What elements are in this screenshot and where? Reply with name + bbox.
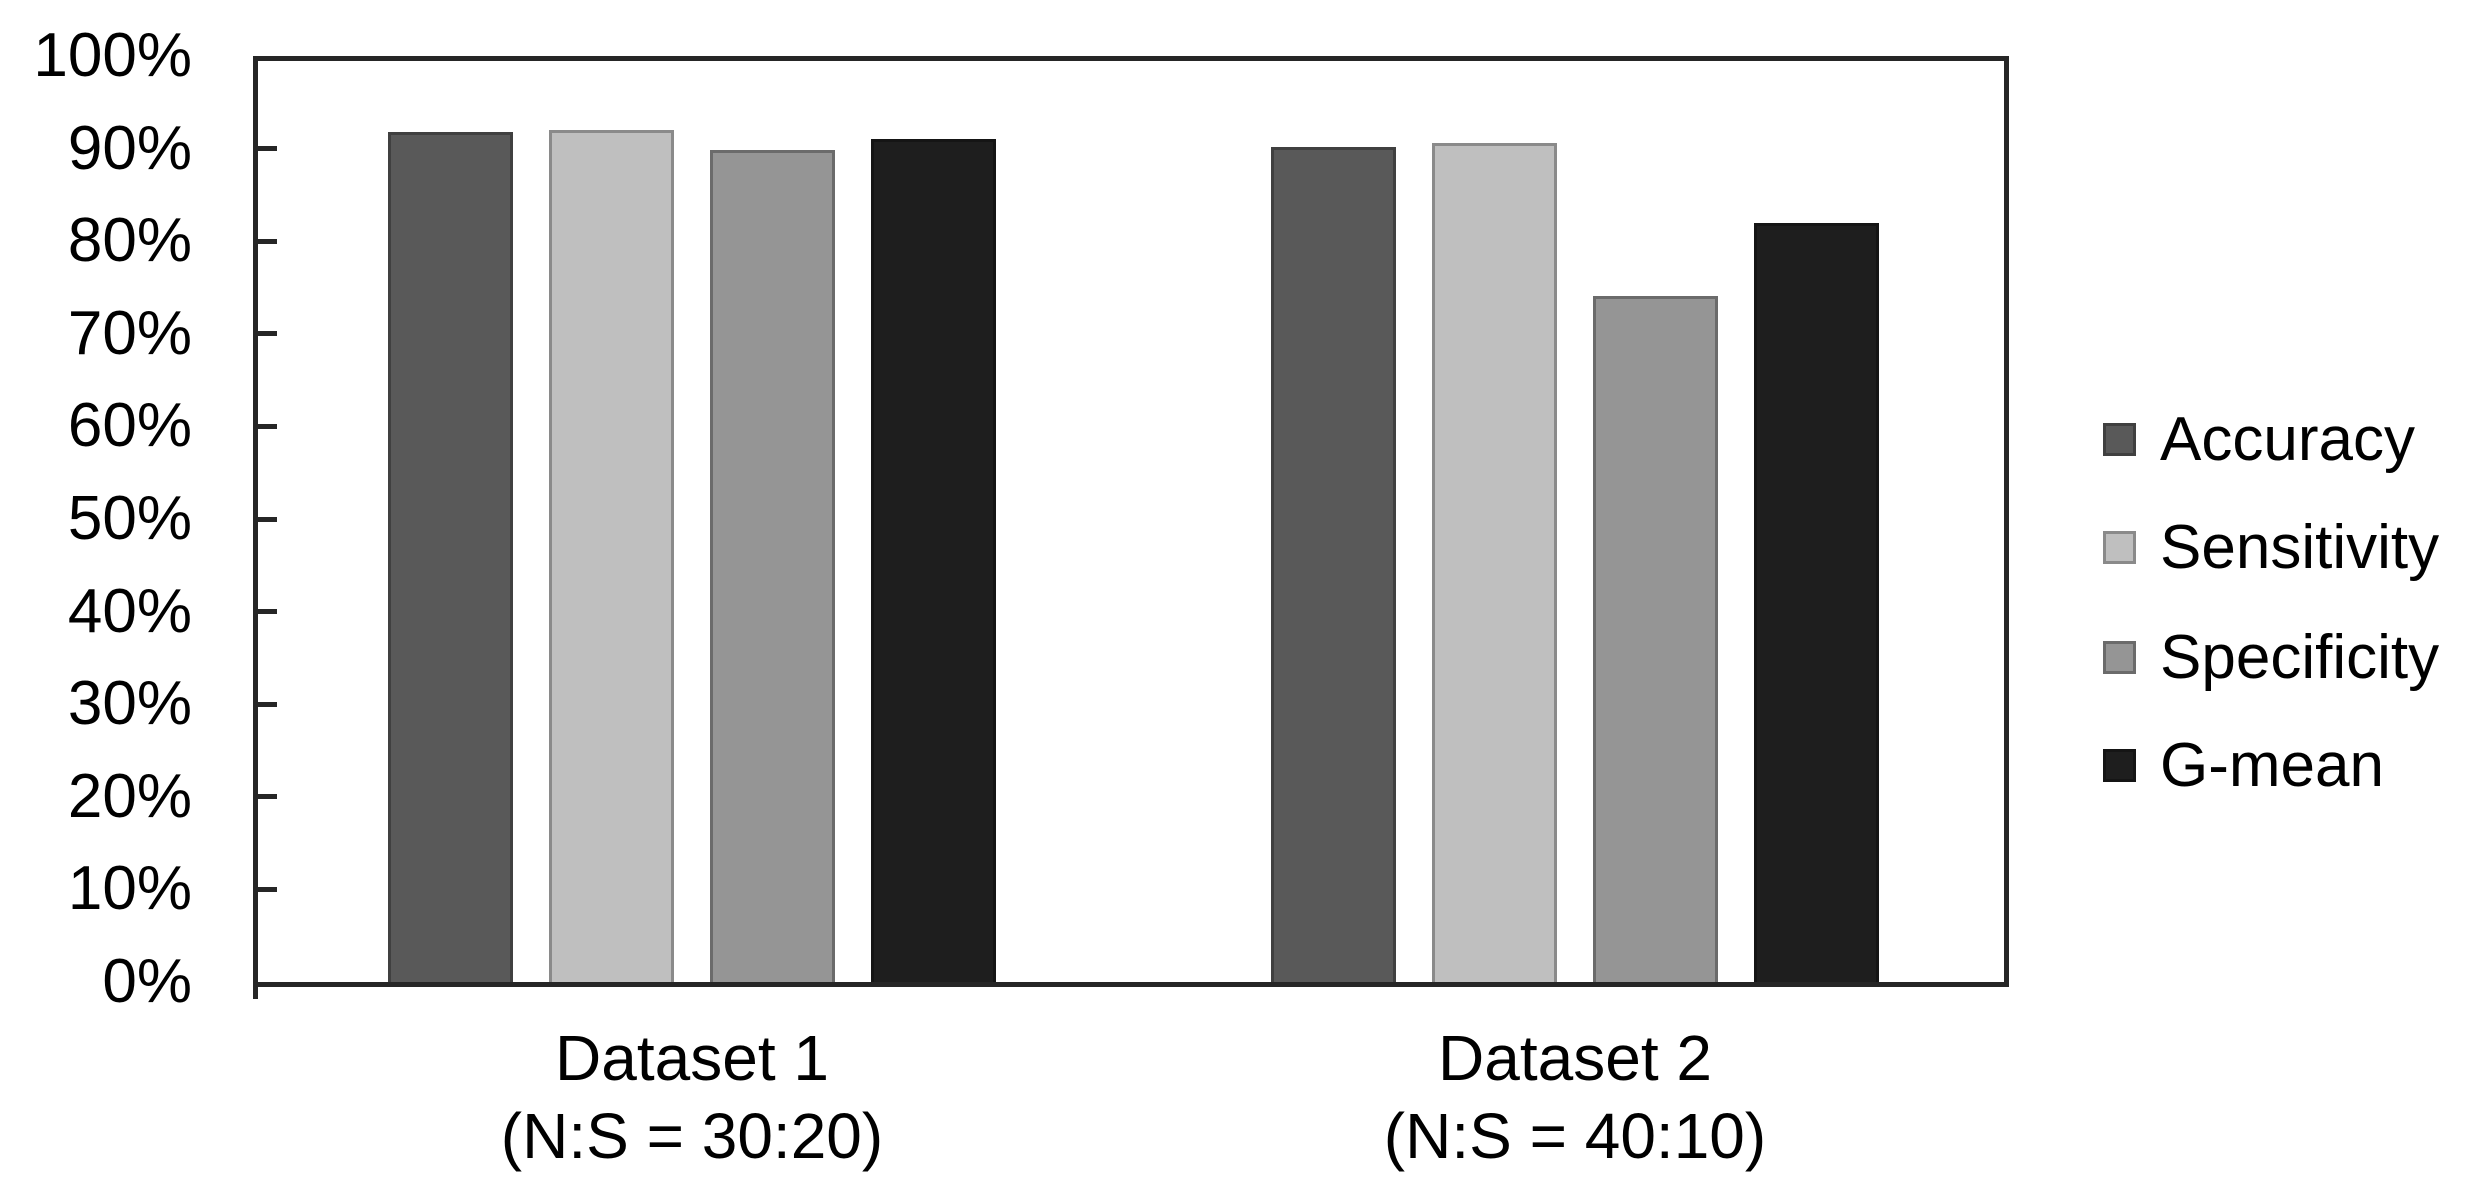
y-axis-tick-label: 10% [67,854,192,924]
bar-specificity-dataset-2 [1593,295,1718,982]
legend-swatch-accuracy [2103,423,2136,456]
category-name: Dataset 2 [1438,1022,1712,1094]
category-ratio: (N:S = 30:20) [500,1100,884,1172]
legend-label-accuracy: Accuracy [2160,405,2415,474]
x-axis-category-label: Dataset 2 (N:S = 40:10) [1225,1019,1925,1175]
bar-accuracy-dataset-2 [1271,146,1396,982]
legend-label-g-mean: G-mean [2160,731,2384,800]
y-axis-tick [253,886,277,892]
y-axis-tick-label: 60% [67,391,192,461]
y-axis-tick [253,146,277,152]
y-axis-tick-label: 80% [67,206,192,276]
y-axis-tick-label: 30% [67,669,192,739]
y-axis-tick-label: 20% [67,761,192,831]
y-axis-tick [253,701,277,707]
bar-g-mean-dataset-1 [871,139,996,982]
y-axis-tick [253,238,277,244]
y-axis-tick [253,423,277,429]
plot-area [253,56,2009,987]
y-axis-tick-label: 0% [102,947,192,1016]
bar-accuracy-dataset-1 [388,131,513,982]
y-axis-tick-label: 70% [67,298,192,368]
y-axis-tick-label: 90% [67,113,192,183]
legend-swatch-sensitivity [2103,531,2136,564]
legend-label-sensitivity: Sensitivity [2160,513,2440,582]
bar-sensitivity-dataset-1 [549,130,674,982]
legend-label-specificity: Specificity [2160,623,2440,692]
y-axis-tick-label: 50% [67,484,192,553]
bar-sensitivity-dataset-2 [1432,143,1557,982]
y-axis-tick-label: 40% [67,576,192,646]
legend-swatch-specificity [2103,641,2136,674]
category-name: Dataset 1 [555,1022,829,1094]
y-axis-tick [253,516,277,522]
category-ratio: (N:S = 40:10) [1383,1100,1767,1172]
y-axis-tick [253,794,277,800]
x-axis-category-label: Dataset 1 (N:S = 30:20) [342,1019,1042,1175]
y-axis-tick [253,609,277,615]
x-axis-origin-tick [253,982,258,999]
bar-g-mean-dataset-2 [1754,222,1879,982]
legend-swatch-g-mean [2103,749,2136,782]
bar-specificity-dataset-1 [710,150,835,982]
y-axis-tick [253,331,277,337]
y-axis-tick-label: 100% [33,21,192,90]
